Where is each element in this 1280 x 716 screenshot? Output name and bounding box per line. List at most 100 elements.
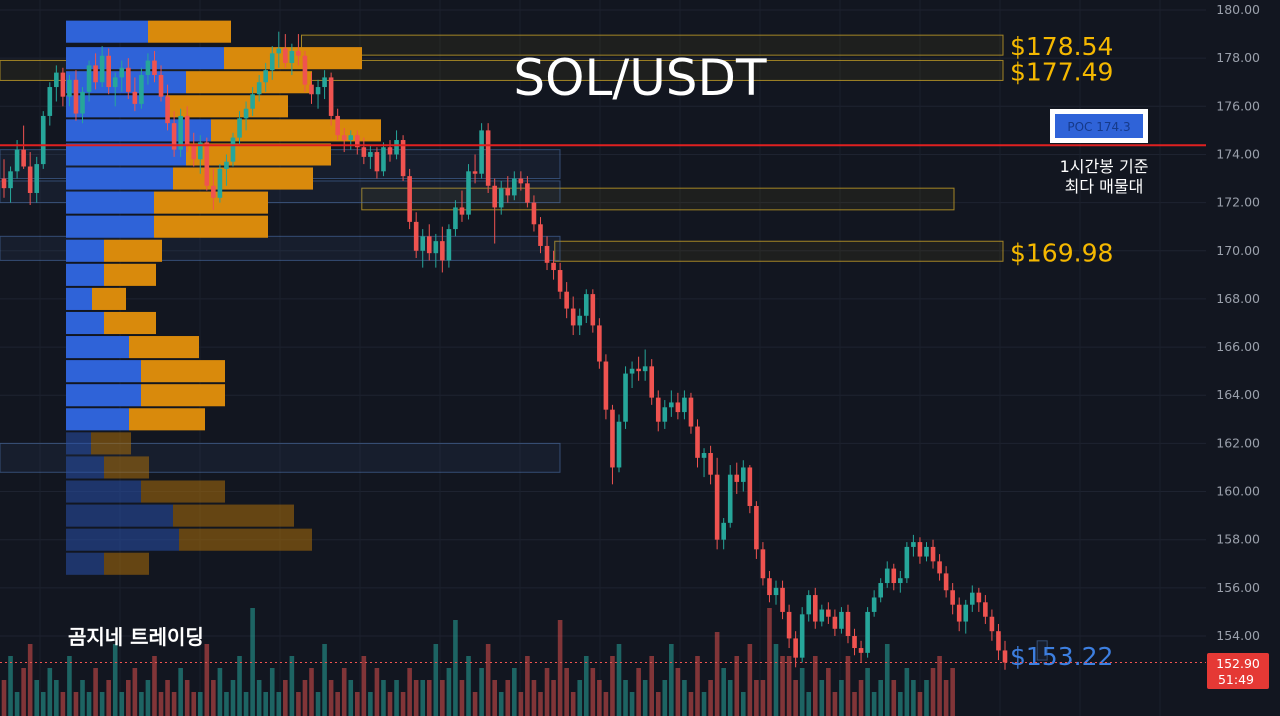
price-zone [301,34,1004,56]
candle-body [60,72,66,97]
volume-profile-buy [66,191,154,214]
volume-bar [682,680,687,716]
candle-body [354,135,360,148]
candle-body [747,467,753,506]
candle-body [721,522,726,540]
candle-body [387,147,393,155]
volume-bar [302,680,308,716]
y-tick-label: 170.00 [1216,243,1260,258]
volume-bar [884,644,890,716]
volume-bar [924,680,929,716]
volume-bar [426,680,432,716]
candle-body [165,96,170,124]
candle-body [525,183,530,203]
price-axis[interactable]: 180.00 178.00 176.00 174.00 172.00 170.00 168.… [1206,0,1280,716]
volume-bar [603,692,609,716]
volume-bar [642,680,648,716]
volume-profile-sell [154,191,268,214]
y-tick-label: 156.00 [1216,580,1260,595]
volume-bar [73,692,79,716]
candle-body [21,149,26,167]
candle-body [400,140,406,177]
candle-body [158,75,164,97]
y-tick-label: 166.00 [1216,339,1260,354]
volume-bar [86,692,92,716]
volume-bar [760,680,766,716]
current-price-tag [1207,653,1269,689]
candle-body [426,236,432,254]
candle-body [884,568,890,584]
candle-body [145,60,151,76]
candle-body [989,616,995,632]
candle-body [839,611,844,629]
candle-body [14,149,20,172]
volume-bar [119,692,125,716]
candle-body [812,595,818,622]
candle-body [544,245,550,263]
candle-body [67,79,72,97]
volume-bar [191,692,197,716]
candle-body [682,397,687,413]
candle-body [891,568,897,584]
volume-profile-buy [66,360,141,383]
volume-profile-buy [66,311,104,335]
candle-body [250,94,255,109]
candle-body [623,373,628,422]
candle-body [47,87,53,116]
volume-bar [845,656,851,716]
candle-body [341,135,347,141]
volume-bar [453,620,458,716]
volume-bar [197,692,203,716]
volume-bar [165,680,170,716]
candle-body [40,115,46,165]
candle-body [459,207,465,215]
volume-bar [400,692,406,716]
candle-body [335,115,340,136]
volume-bar [708,680,713,716]
volume-bar [361,656,367,716]
volume-bar [283,680,288,716]
volume-bar [695,656,700,716]
volume-profile-sell [104,239,162,262]
volume-bar [250,608,255,716]
volume-bar [269,668,275,716]
volume-bar [256,680,262,716]
candle-body [806,595,812,615]
candle-body [518,178,524,184]
volume-bar [309,668,314,716]
candle-body [302,55,308,85]
y-tick-label: 168.00 [1216,291,1260,306]
y-tick-label: 172.00 [1216,195,1260,210]
volume-bar [577,680,583,716]
volume-profile-sell [129,408,205,431]
candle-body [112,77,118,88]
y-tick-label: 174.00 [1216,146,1260,161]
candle-body [492,185,497,208]
volume-profile-buy [66,528,179,551]
chart-text: SOL/USDT 곰지네 트레이딩 [68,49,767,649]
volume-bar [368,692,373,716]
volume-bar [40,692,46,716]
candle-body [583,294,589,316]
volume-bar [655,692,661,716]
volume-profile-buy [66,287,92,310]
volume-bar [616,644,622,716]
y-tick-label: 160.00 [1216,484,1260,499]
volume-bar [544,668,550,716]
volume-bar [440,680,445,716]
volume-bar [747,644,753,716]
candle-body [570,308,576,326]
volume-bar [904,668,910,716]
volume-bar [675,668,681,716]
watermark-text: 곰지네 트레이딩 [68,625,204,649]
volume-bar [662,680,668,716]
volume-bar [204,644,210,716]
volume-profile-sell [104,311,156,335]
candle-body [361,147,367,157]
volume-bar [60,692,66,716]
volume-bar [937,656,942,716]
volume-bar [21,668,26,716]
candle-body [34,164,40,193]
candle-body [845,611,851,636]
